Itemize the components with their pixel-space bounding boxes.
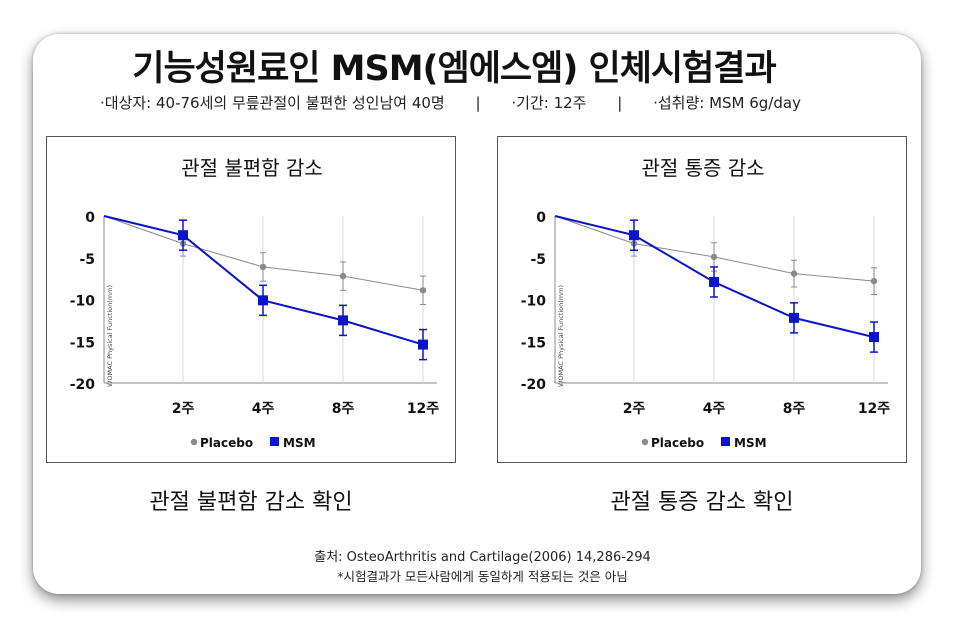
legend-label-placebo: Placebo [200,436,253,450]
data-point-placebo [339,272,347,280]
legend-label-msm: MSM [283,436,316,450]
caption-pain: 관절 통증 감소 확인 [610,490,794,515]
y-tick-label: 0 [85,210,95,226]
y-tick-label: -5 [79,252,95,268]
y-tick-label: -15 [521,335,546,351]
data-point-placebo [790,270,798,277]
data-point-msm [789,312,799,323]
x-tick-label: 8주 [332,401,355,417]
chart-pain: 관절 통증 감소 WOMAC Physical Function(mm) 0 -5 -1… [521,156,891,450]
x-tick-label: 12주 [407,401,439,417]
data-point-placebo [259,263,267,271]
y-tick-label: 0 [536,210,546,226]
legend-marker-msm [721,437,730,446]
study-period: ·기간: 12주 [511,94,587,112]
data-point-placebo [870,277,878,285]
y-axis-label: WOMAC Physical Function(mm) [106,285,114,387]
x-tick-label: 2주 [623,401,646,417]
disclaimer-note: *시험결과가 모든사람에게 동일하게 적용되는 것은 아님 [337,569,628,584]
source-citation: 출처: OsteoArthritis and Cartilage(2006) 1… [314,550,651,565]
study-info: ·대상자: 40-76세의 무릎관절이 불편한 성인남여 40명 | ·기간: … [100,92,880,113]
data-point-msm [178,230,188,241]
data-point-placebo [419,287,427,294]
data-point-msm [258,295,268,306]
data-point-msm [338,315,348,326]
separator: | [617,94,623,112]
legend-marker-msm [270,437,279,446]
chart-panel-discomfort: 관절 불편함 감소 WOMAC Physical Function(mm) 0 -5 -… [46,136,456,463]
page-title: 기능성원료인 MSM(엠에스엠) 인체시험결과 [132,49,776,89]
chart-panel-pain: 관절 통증 감소 WOMAC Physical Function(mm) 0 -5 -1… [497,136,907,463]
data-point-msm [709,276,719,287]
y-tick-label: -10 [521,294,547,310]
x-tick-label: 4주 [252,401,275,417]
separator: | [475,94,481,112]
y-tick-label: -10 [70,294,96,310]
data-point-msm [629,230,639,241]
legend: Placebo MSM [641,436,767,450]
y-axis-label: WOMAC Physical Function(mm) [557,285,565,387]
x-tick-label: 8주 [783,401,806,417]
legend-label-placebo: Placebo [651,436,704,450]
data-point-msm [418,339,428,350]
x-tick-label: 12주 [858,401,890,417]
chart-title: 관절 통증 감소 [641,156,764,180]
data-point-msm [869,332,879,343]
y-tick-label: -20 [70,377,96,393]
legend: Placebo MSM [190,436,316,450]
study-subjects: ·대상자: 40-76세의 무릎관절이 불편한 성인남여 40명 [100,94,445,112]
data-point-placebo [710,253,718,261]
x-tick-label: 4주 [703,401,726,417]
chart-discomfort: 관절 불편함 감소 WOMAC Physical Function(mm) 0 -5 -… [70,156,440,450]
caption-discomfort: 관절 불편함 감소 확인 [149,490,353,515]
legend-marker-placebo [190,438,198,446]
chart-title: 관절 불편함 감소 [181,156,323,180]
y-tick-label: -5 [530,252,546,268]
legend-marker-placebo [641,438,649,446]
x-tick-label: 2주 [172,401,195,417]
legend-label-msm: MSM [734,436,767,450]
y-tick-label: -20 [521,377,547,393]
study-intake: ·섭취량: MSM 6g/day [653,94,801,112]
y-tick-label: -15 [70,335,95,351]
